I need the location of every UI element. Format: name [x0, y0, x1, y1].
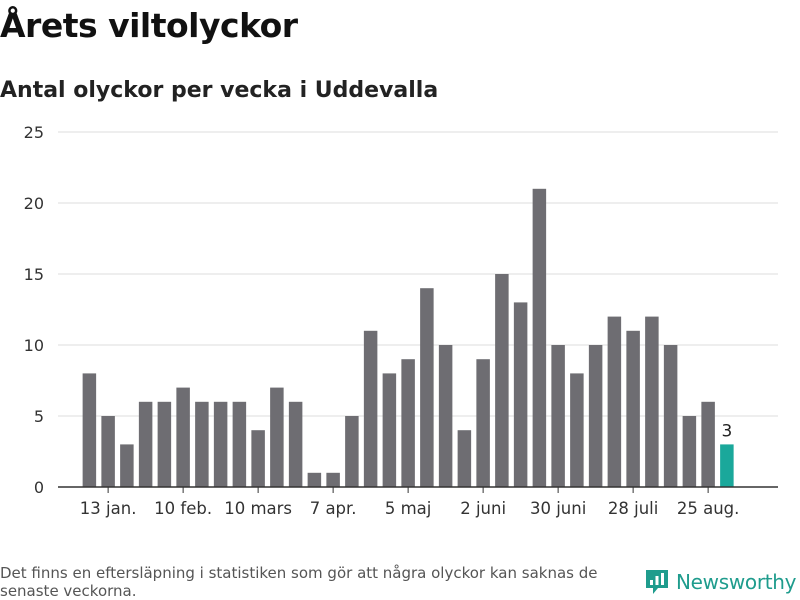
x-tick-label: 28 juli [608, 499, 658, 518]
x-tick-label: 30 juni [530, 499, 586, 518]
brand-logo[interactable]: Newsworthy [644, 568, 797, 596]
bar [626, 330, 640, 487]
chart-subtitle: Antal olyckor per vecka i Uddevalla [0, 78, 439, 103]
bar [157, 401, 172, 487]
bar [288, 401, 303, 487]
y-tick-label: 25 [24, 123, 44, 142]
bar [401, 359, 415, 487]
bar [82, 373, 97, 487]
data-label: 3 [721, 421, 732, 441]
highlight-bar [720, 444, 734, 487]
bar [120, 444, 134, 487]
x-tick-label: 2 juni [460, 499, 506, 518]
x-tick-label: 25 aug. [677, 499, 740, 518]
bar [213, 401, 228, 487]
footnote: Det finns en eftersläpning i statistiken… [0, 564, 598, 600]
bar [457, 430, 472, 487]
bar [701, 401, 715, 487]
y-tick-label: 10 [24, 336, 44, 355]
bar [570, 373, 584, 487]
chart-title: Årets viltolyckor [0, 6, 298, 45]
bar [495, 274, 509, 487]
bar [645, 316, 659, 487]
bar [363, 330, 378, 487]
bar-chart: 0 5 10 15 20 25 3 13 jan. 10 feb. 10 mars 7 apr. 5 … [24, 123, 778, 518]
bar [513, 302, 528, 487]
y-tick-label: 15 [24, 265, 44, 284]
y-tick-label: 0 [34, 478, 44, 497]
bar [251, 430, 265, 487]
bar [551, 345, 565, 487]
x-tick-label: 7 apr. [310, 499, 357, 518]
x-tick-label: 5 maj [385, 499, 432, 518]
bar [345, 416, 359, 487]
bar [138, 401, 153, 487]
bar [588, 345, 603, 487]
bar [176, 387, 190, 487]
bar [420, 288, 434, 487]
bar [326, 472, 340, 487]
bar [101, 416, 115, 487]
x-tick-label: 10 mars [224, 499, 292, 518]
x-tick-label: 10 feb. [154, 499, 212, 518]
bar [307, 472, 322, 487]
bar [195, 401, 209, 487]
bar [382, 373, 397, 487]
bar [663, 345, 678, 487]
bar [270, 387, 284, 487]
brand-name: Newsworthy [676, 570, 797, 594]
newsworthy-logo-icon [646, 570, 668, 594]
bar [532, 188, 547, 488]
bar [682, 416, 697, 487]
y-tick-label: 5 [34, 407, 44, 426]
bar [476, 359, 490, 487]
x-tick-label: 13 jan. [80, 499, 137, 518]
bar [438, 345, 453, 487]
bar [607, 316, 622, 487]
y-tick-label: 20 [24, 194, 44, 213]
bar [232, 401, 247, 487]
